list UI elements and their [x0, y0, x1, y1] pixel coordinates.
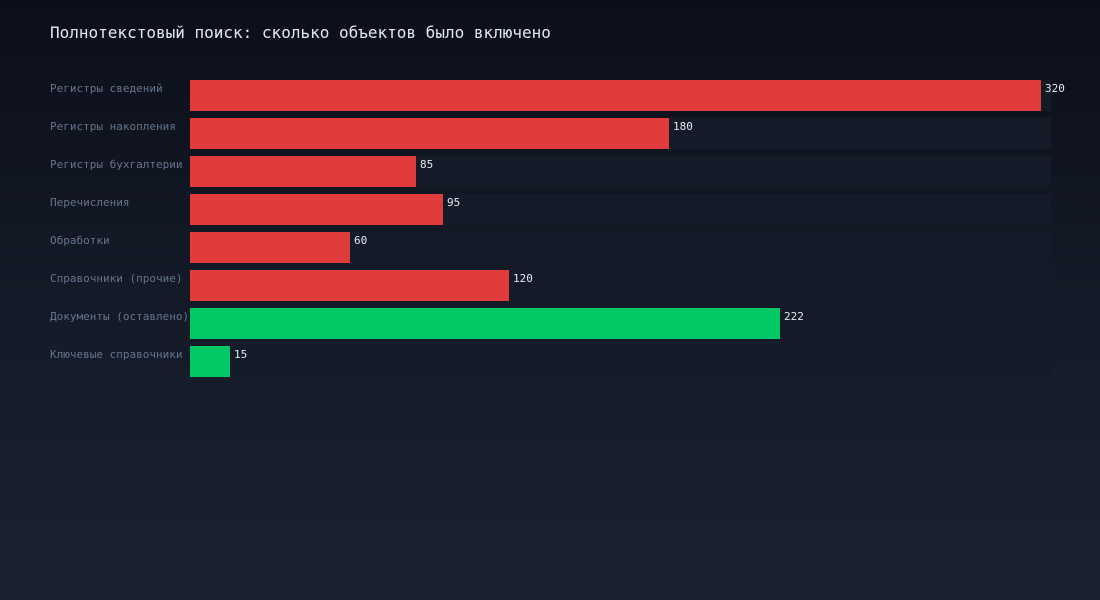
bar-row: Ключевые справочники 15 [0, 346, 1100, 377]
bar [190, 232, 350, 263]
bar [190, 194, 443, 225]
bar-row: Регистры накопления 180 [0, 118, 1100, 149]
value-label: 95 [447, 196, 461, 209]
category-label: Обработки [50, 234, 110, 247]
bar [190, 346, 230, 377]
value-label: 180 [673, 120, 693, 133]
bar-row: Перечисления 95 [0, 194, 1100, 225]
bar [190, 118, 669, 149]
category-label: Регистры сведений [50, 82, 163, 95]
value-label: 320 [1045, 82, 1065, 95]
bar-row: Обработки 60 [0, 232, 1100, 263]
bar [190, 308, 780, 339]
bar [190, 156, 416, 187]
category-label: Регистры накопления [50, 120, 176, 133]
category-label: Регистры бухгалтерии [50, 158, 183, 171]
value-label: 85 [420, 158, 434, 171]
category-label: Документы (оставлено) [50, 310, 190, 323]
value-label: 120 [513, 272, 533, 285]
value-label: 15 [234, 348, 248, 361]
bar-row: Регистры бухгалтерии 85 [0, 156, 1100, 187]
bar-row: Документы (оставлено) 222 [0, 308, 1100, 339]
value-label: 60 [354, 234, 368, 247]
chart-title: Полнотекстовый поиск: сколько объектов б… [50, 23, 551, 42]
category-label: Перечисления [50, 196, 130, 209]
bar [190, 270, 509, 301]
category-label: Справочники (прочие) [50, 272, 183, 285]
category-label: Ключевые справочники [50, 348, 183, 361]
bar-row: Справочники (прочие) 120 [0, 270, 1100, 301]
bar-row: Регистры сведений 320 [0, 80, 1100, 111]
bar [190, 80, 1041, 111]
bar-track [190, 346, 1051, 377]
value-label: 222 [784, 310, 804, 323]
